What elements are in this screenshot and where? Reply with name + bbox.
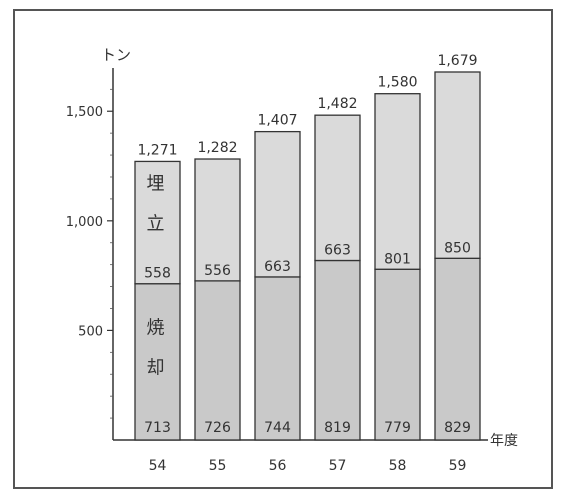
incineration-value-label: 829 bbox=[444, 420, 471, 436]
bar-segment-incineration bbox=[134, 283, 181, 441]
incineration-value-label: 779 bbox=[384, 420, 411, 436]
y-tick-label: 1,000 bbox=[66, 215, 103, 230]
incineration-value-label: 713 bbox=[144, 420, 171, 436]
y-axis-unit-label: トン bbox=[101, 46, 131, 64]
y-tick-label: 1,500 bbox=[66, 105, 103, 120]
incineration-value-label: 744 bbox=[264, 420, 291, 436]
total-value-label: 1,580 bbox=[377, 75, 417, 91]
bar-segment-incineration bbox=[434, 257, 481, 441]
x-tick-label: 58 bbox=[389, 458, 407, 474]
bar-segment-incineration bbox=[314, 259, 361, 441]
total-value-label: 1,482 bbox=[317, 96, 357, 112]
bar-segment-landfill bbox=[374, 93, 421, 270]
landfill-value-label: 558 bbox=[144, 266, 171, 282]
landfill-value-label: 663 bbox=[324, 242, 351, 258]
landfill-value-label: 663 bbox=[264, 259, 291, 275]
bar-segment-incineration bbox=[254, 276, 301, 441]
bar-segment-landfill bbox=[314, 114, 361, 262]
x-tick-label: 54 bbox=[149, 458, 167, 474]
x-tick-label: 56 bbox=[269, 458, 287, 474]
total-value-label: 1,407 bbox=[257, 113, 297, 129]
y-tick-label: 500 bbox=[78, 324, 103, 339]
landfill-value-label: 556 bbox=[204, 263, 231, 279]
x-tick-label: 55 bbox=[209, 458, 227, 474]
bar-segment-landfill bbox=[434, 71, 481, 259]
y-axis-ticks: 500 1,000 1,500 bbox=[66, 88, 113, 419]
legend-landfill-char: 立 bbox=[147, 213, 165, 234]
total-value-label: 1,271 bbox=[137, 142, 177, 158]
bar-segment-incineration bbox=[374, 268, 421, 441]
bar-segment-landfill bbox=[254, 130, 301, 278]
outer-frame bbox=[13, 9, 553, 489]
x-tick-label: 59 bbox=[449, 458, 467, 474]
incineration-value-label: 726 bbox=[204, 420, 231, 436]
bar-segment-landfill bbox=[134, 160, 181, 285]
bar-segment-incineration bbox=[194, 280, 241, 441]
bar-segment-landfill bbox=[194, 158, 241, 282]
total-value-label: 1,679 bbox=[437, 53, 477, 69]
incineration-value-label: 819 bbox=[324, 420, 351, 436]
landfill-value-label: 850 bbox=[444, 240, 471, 256]
total-value-label: 1,282 bbox=[197, 140, 237, 156]
legend-incineration-char: 却 bbox=[147, 358, 165, 379]
legend-incineration-char: 焼 bbox=[147, 318, 165, 339]
landfill-value-label: 801 bbox=[384, 251, 411, 267]
x-tick-label: 57 bbox=[329, 458, 347, 474]
legend-landfill-char: 埋 bbox=[147, 173, 165, 194]
x-axis-unit-label: 年度 bbox=[490, 433, 518, 449]
